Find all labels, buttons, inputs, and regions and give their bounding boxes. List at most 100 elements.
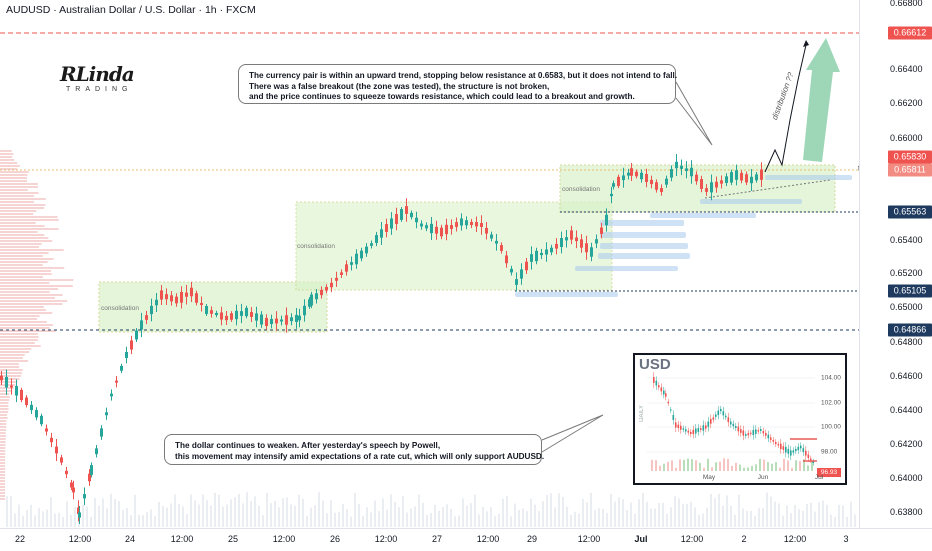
usd-index-inset[interactable]: USD DAILY 104.00 102.00 100.00 98.00 96.… (633, 353, 847, 485)
inset-candle-body (760, 429, 762, 431)
time-tick: 12:00 (272, 534, 296, 544)
candle-body (585, 243, 588, 253)
volume-profile-bar (0, 375, 22, 377)
volume-bar (446, 504, 448, 527)
volume-profile-bar (0, 225, 45, 227)
bottom-annotation[interactable]: The dollar continues to weaken. After ye… (164, 434, 544, 465)
consolidation-zone-1 (98, 281, 328, 333)
volume-profile-bar (0, 192, 39, 194)
volume-profile-bar (0, 417, 8, 419)
liquidity-zone (575, 266, 678, 271)
volume-profile-bar (0, 483, 6, 485)
top-annotation-line-1: The currency pair is within an upward tr… (249, 71, 678, 80)
volume-profile-bar (0, 489, 6, 491)
candle-body (735, 170, 738, 180)
candle-body (430, 223, 433, 234)
price-axis[interactable]: 0.66800 0.66400 0.66200 0.66000 0.65400 … (859, 0, 932, 528)
inset-candle-body (752, 429, 755, 436)
inset-volume-bar (675, 467, 677, 471)
volume-bar (194, 500, 196, 527)
volume-profile-bar (0, 450, 6, 452)
candle-body (265, 317, 268, 327)
volume-bar (382, 498, 384, 527)
candle-body (25, 397, 28, 406)
inset-candle-body (700, 428, 702, 430)
candle-body (500, 245, 503, 251)
inset-candle-body (770, 437, 772, 440)
price-tag-support: 0.64866 (888, 323, 932, 337)
inset-volume-bar (771, 463, 773, 471)
price-tick: 0.64600 (890, 371, 923, 381)
time-axis[interactable]: 22 12:00 24 12:00 25 12:00 26 12:00 27 1… (0, 528, 932, 551)
candle-body (440, 227, 443, 237)
volume-bar (142, 515, 144, 527)
inset-candle-body (695, 428, 697, 434)
volume-bar (422, 502, 424, 527)
volume-profile-bar (0, 480, 6, 482)
volume-bar (298, 494, 300, 527)
candle-body (535, 250, 538, 262)
volume-profile-bar (0, 171, 29, 173)
volume-profile-bar (0, 411, 9, 413)
volume-bar (650, 508, 652, 527)
volume-bar (58, 512, 60, 527)
volume-bar (206, 500, 208, 527)
volume-bar (370, 512, 372, 527)
candle-body (617, 176, 620, 186)
candle-body (640, 172, 643, 180)
volume-profile-bar (0, 447, 6, 449)
breakout-arrow (803, 38, 840, 162)
candle-body (105, 412, 108, 416)
inset-volume-bar (747, 467, 749, 471)
candle-body (470, 221, 473, 226)
volume-bar (314, 505, 316, 527)
inset-candle-body (792, 450, 795, 453)
volume-profile-bar (0, 327, 50, 329)
volume-bar (730, 505, 732, 527)
time-tick: 12:00 (374, 534, 398, 544)
volume-bar (338, 511, 340, 527)
inset-candle-body (663, 390, 665, 395)
candle-body (760, 169, 763, 180)
candle-body (230, 313, 233, 320)
inset-volume-bar (667, 461, 669, 471)
inset-price-tick: 100.00 (821, 423, 841, 431)
candle-body (710, 182, 713, 193)
candle-body (612, 183, 615, 187)
volume-bar (222, 506, 224, 527)
candle-body (155, 299, 158, 306)
symbol-title[interactable]: AUDUSD · Australian Dollar / U.S. Dollar… (6, 4, 256, 16)
inset-volume-bar (707, 458, 709, 471)
candle-body (740, 172, 743, 181)
volume-profile-bar (0, 453, 6, 455)
candle-body (270, 318, 273, 325)
consolidation-label-3: consolidation (562, 186, 600, 193)
volume-profile-bar (0, 381, 18, 383)
inset-candle-body (677, 424, 680, 428)
volume-profile-bar (0, 198, 46, 200)
price-tick: 0.66000 (890, 133, 923, 143)
inset-volume-bar (723, 458, 725, 471)
volume-bar (82, 505, 84, 527)
candle-body (195, 293, 198, 303)
candle-body (245, 307, 248, 317)
volume-profile-bar (0, 165, 20, 167)
volume-bar (506, 495, 508, 527)
volume-bar (378, 511, 380, 527)
volume-profile-bar (0, 228, 59, 230)
volume-bar (102, 498, 104, 527)
volume-profile-bar (0, 180, 27, 182)
volume-profile-bar (0, 441, 6, 443)
volume-bar (254, 496, 256, 527)
candle-body (90, 465, 93, 475)
volume-bar (810, 502, 812, 527)
candle-body (445, 224, 448, 235)
inset-candle-body (667, 401, 670, 404)
volume-bar (50, 497, 52, 527)
candle-body (72, 487, 75, 493)
volume-bar (586, 502, 588, 527)
candle-body (360, 250, 363, 259)
top-annotation[interactable]: The currency pair is within an upward tr… (238, 64, 678, 104)
